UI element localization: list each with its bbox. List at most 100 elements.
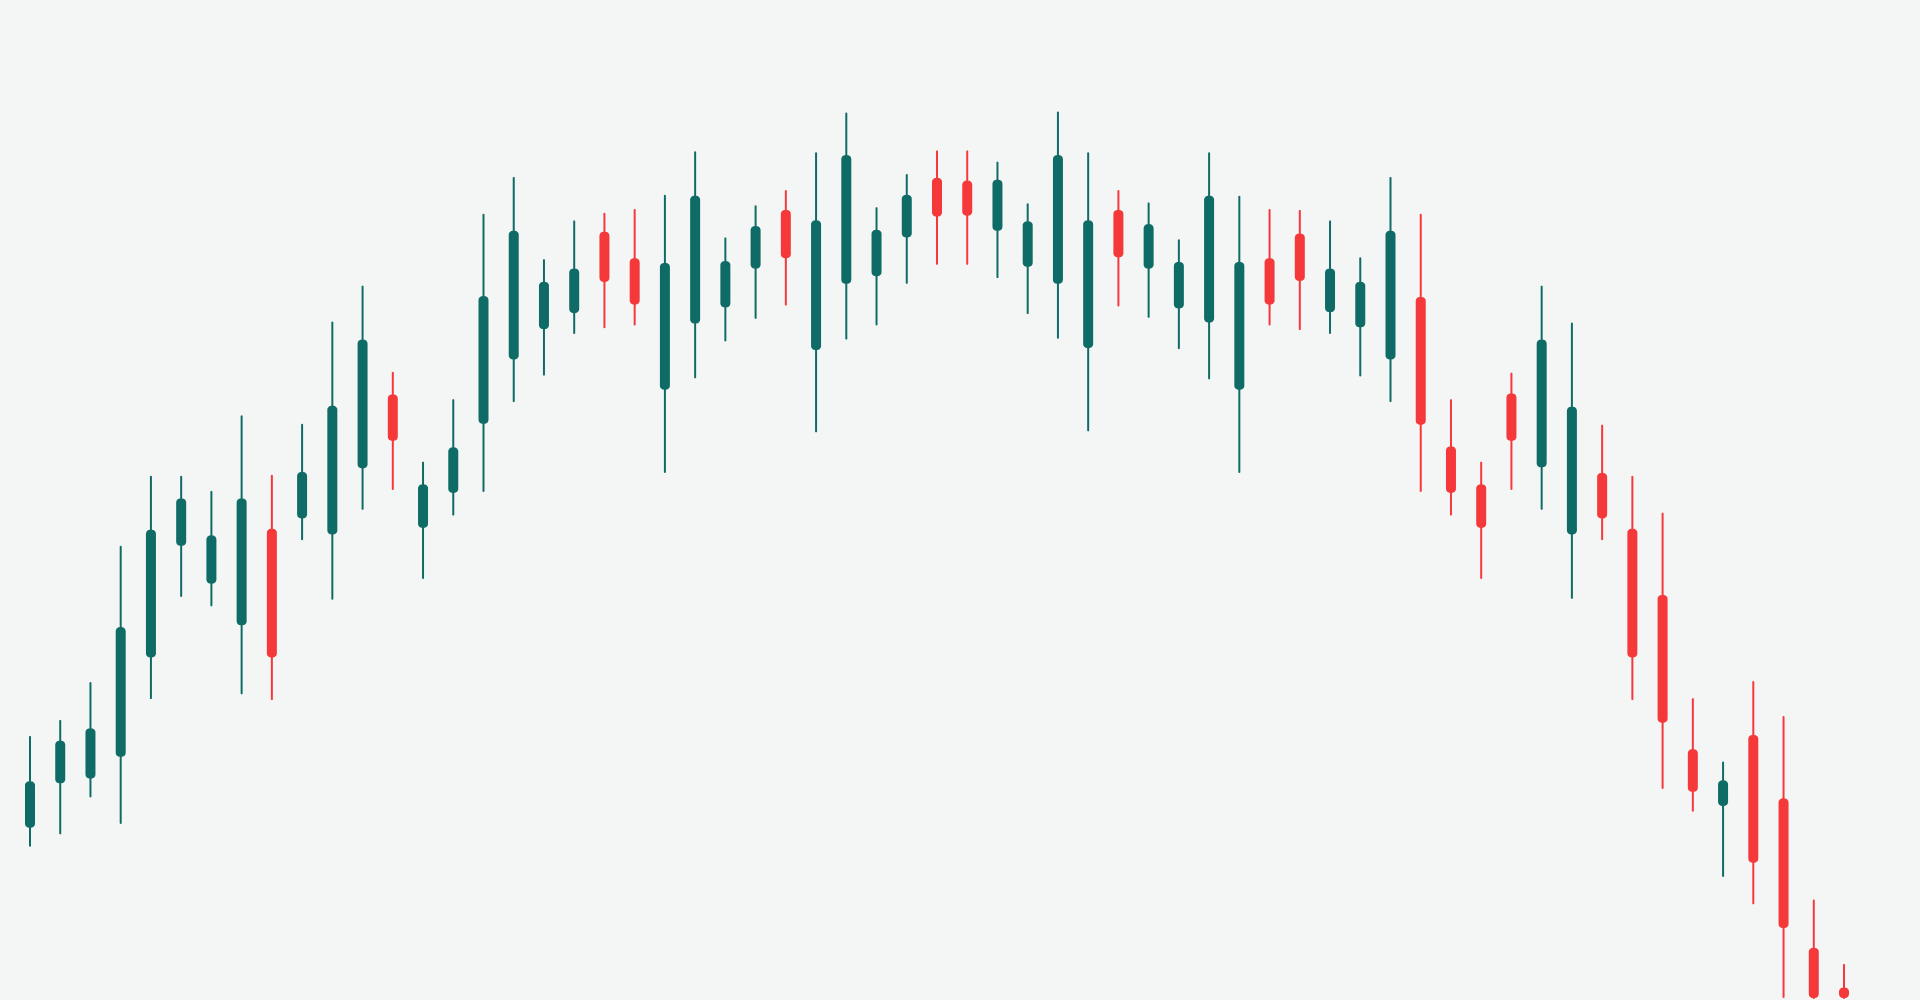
- candle-body: [1718, 780, 1729, 806]
- candle-body: [1536, 339, 1547, 468]
- candle-body: [85, 728, 96, 779]
- candle-body: [236, 498, 247, 626]
- candle-body: [1445, 446, 1456, 493]
- candle: [1022, 203, 1033, 315]
- candle: [418, 461, 429, 579]
- candle-body: [1022, 221, 1033, 267]
- candle: [297, 423, 308, 541]
- candle-body: [1748, 735, 1759, 863]
- candle-body: [448, 447, 459, 493]
- candle: [1355, 257, 1366, 377]
- candle: [357, 285, 368, 510]
- candle-body: [418, 484, 429, 528]
- candle: [508, 176, 519, 403]
- candle: [1718, 761, 1729, 877]
- candle: [1566, 322, 1577, 599]
- candle-body: [1083, 220, 1094, 349]
- candle-body: [1566, 406, 1577, 535]
- candle-body: [992, 179, 1003, 231]
- candle: [1808, 899, 1819, 999]
- candle: [811, 152, 822, 433]
- candle: [1052, 111, 1063, 339]
- candle-body: [266, 528, 277, 658]
- candle-body: [1627, 528, 1638, 658]
- candle: [750, 205, 761, 319]
- candle-body: [659, 262, 670, 390]
- candle-body: [1204, 195, 1215, 323]
- candle-body: [962, 180, 973, 216]
- candle-body: [297, 472, 308, 519]
- candle-body: [599, 231, 610, 282]
- candle: [901, 173, 912, 284]
- candle-body: [720, 261, 731, 308]
- candle-body: [841, 155, 852, 284]
- candle-body: [1052, 155, 1063, 284]
- candle: [266, 474, 277, 701]
- candle-body: [55, 740, 66, 784]
- candle-body: [1415, 297, 1426, 425]
- candle-body: [1234, 262, 1245, 390]
- candle-body: [145, 529, 156, 658]
- candle-body: [1113, 209, 1124, 258]
- candle: [1597, 424, 1608, 541]
- candle: [1113, 190, 1124, 307]
- candle: [1657, 512, 1668, 789]
- candle-body: [1839, 987, 1849, 998]
- candle-body: [327, 405, 338, 535]
- candle: [85, 681, 96, 798]
- candle: [841, 112, 852, 340]
- candle: [1083, 152, 1094, 432]
- candle-body: [538, 281, 549, 330]
- candle: [659, 194, 670, 474]
- candle: [992, 161, 1003, 279]
- candle-body: [1657, 595, 1668, 723]
- candle-body: [1808, 947, 1819, 998]
- candle: [145, 475, 156, 700]
- candle-body: [569, 268, 580, 314]
- candle: [1173, 239, 1184, 350]
- candle: [55, 719, 66, 835]
- candle: [1143, 202, 1154, 318]
- candle-body: [1385, 230, 1396, 360]
- candle-body: [932, 177, 942, 217]
- candle-body: [901, 194, 912, 238]
- candle: [1385, 176, 1396, 403]
- candle-body: [206, 535, 217, 584]
- candle: [478, 213, 489, 492]
- candle-body: [1325, 268, 1336, 313]
- candle: [1264, 208, 1275, 326]
- candle: [1415, 213, 1426, 492]
- candle: [1476, 461, 1487, 579]
- candle-body: [1476, 484, 1487, 528]
- candle-body: [871, 229, 882, 277]
- candle: [1778, 716, 1789, 999]
- candle-body: [1294, 233, 1305, 281]
- candle: [115, 545, 126, 824]
- candle: [871, 207, 882, 326]
- candle-body: [629, 258, 640, 305]
- candle-body: [1355, 281, 1366, 328]
- candle-body: [1778, 798, 1789, 928]
- candle-body: [690, 195, 701, 324]
- candle: [720, 237, 731, 342]
- candle: [962, 150, 973, 265]
- candle-body: [387, 394, 398, 441]
- candle-body: [115, 627, 126, 757]
- candle: [1839, 963, 1849, 999]
- candle-body: [1687, 749, 1698, 792]
- candle: [780, 190, 791, 306]
- candle: [1627, 475, 1638, 701]
- candle: [1748, 681, 1759, 905]
- candle: [327, 321, 338, 600]
- candle-body: [478, 296, 489, 424]
- candle: [25, 735, 35, 847]
- candle: [1445, 399, 1456, 516]
- candle: [569, 220, 580, 334]
- candle: [1687, 698, 1698, 812]
- candle-body: [811, 220, 822, 350]
- candle: [932, 150, 942, 265]
- candle: [236, 415, 247, 695]
- candle-body: [1597, 472, 1608, 519]
- candle-body: [750, 226, 761, 269]
